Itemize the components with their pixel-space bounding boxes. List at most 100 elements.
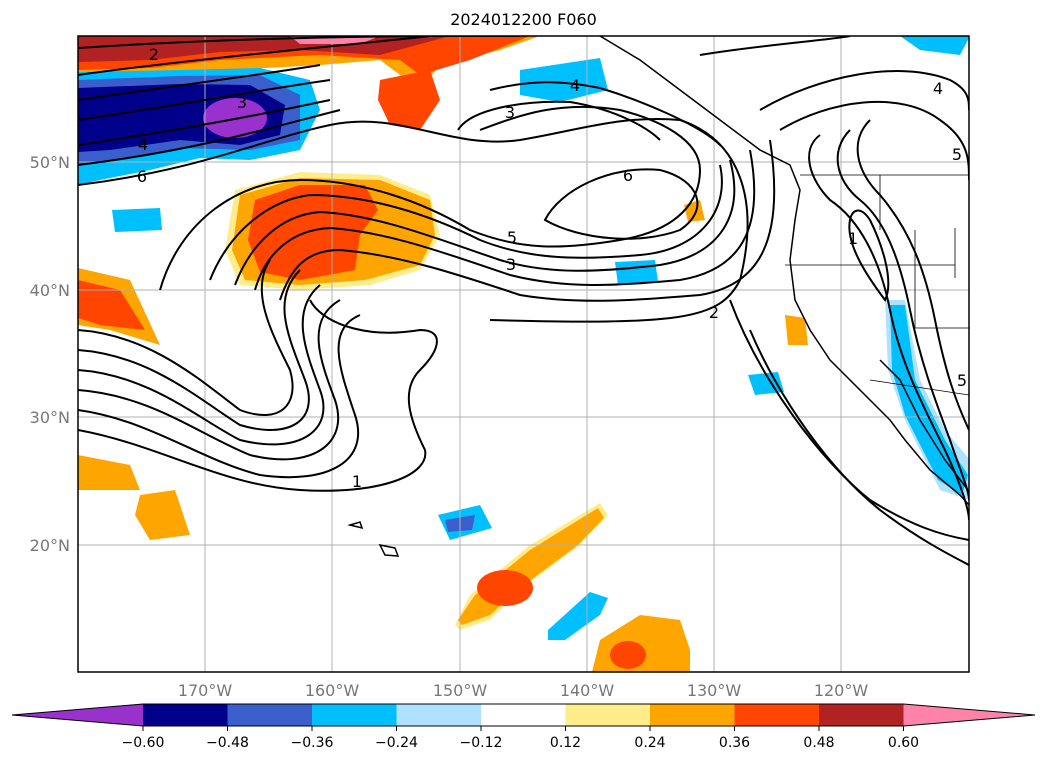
contour-line <box>78 299 341 461</box>
colorbar-segment <box>312 704 397 726</box>
colorbar-segment <box>734 704 820 726</box>
colorbar: −0.60 −0.48 −0.36 −0.24 −0.12 0.12 0.24 0.36 0.4… <box>11 703 1036 751</box>
colorbar-tick-label: 0.36 <box>719 735 750 751</box>
shaded-field <box>78 36 969 672</box>
colorbar-segment <box>227 704 313 726</box>
longitude-labels: 170°W 160°W 150°W 140°W 130°W 120°W <box>178 681 869 700</box>
contour-line <box>78 118 749 323</box>
lat-label: 20°N <box>30 536 70 555</box>
contour-line <box>234 159 736 286</box>
contour-label: 5 <box>952 145 962 164</box>
lon-label: 120°W <box>814 681 869 700</box>
contour-line <box>78 36 431 76</box>
contour-line <box>78 79 331 121</box>
lon-label: 130°W <box>687 681 742 700</box>
colorbar-tick-label: 0.12 <box>550 735 581 751</box>
contour-label: 3 <box>237 93 247 112</box>
map-title: 2024012200 F060 <box>450 10 597 29</box>
positive-anomaly-region <box>78 455 140 490</box>
latitude-labels: 50°N 40°N 30°N 20°N <box>30 153 70 555</box>
contour-line <box>78 36 520 49</box>
contour-label: 2 <box>709 303 719 322</box>
colorbar-segment <box>143 704 228 726</box>
contour-line <box>699 36 851 56</box>
contour-line <box>78 299 438 492</box>
lon-label: 140°W <box>560 681 615 700</box>
map-frame <box>77 35 970 673</box>
contour-line <box>78 269 310 431</box>
positive-anomaly-region <box>135 490 190 540</box>
negative-anomaly-region <box>112 208 162 232</box>
contour-label: 3 <box>505 103 515 122</box>
lon-label: 170°W <box>178 681 233 700</box>
contour-line <box>543 168 699 240</box>
colorbar-segment <box>819 704 904 726</box>
contours <box>78 36 969 566</box>
contour-label: 4 <box>570 76 580 95</box>
positive-anomaly-region <box>610 641 646 669</box>
contour-labels: 2 3 4 4 6 3 6 5 3 2 1 1 4 5 5 <box>137 45 967 491</box>
map-plot-area <box>78 36 969 672</box>
contour-line <box>808 134 969 521</box>
contour-line <box>78 99 331 146</box>
contour-line <box>856 119 969 431</box>
lat-label: 30°N <box>30 408 70 427</box>
negative-anomaly-region <box>890 305 968 495</box>
contour-line <box>279 139 776 302</box>
colorbar-tick-label: 0.48 <box>803 735 834 751</box>
contour-label: 4 <box>933 79 943 98</box>
borders <box>785 174 969 396</box>
contour-label: 3 <box>506 255 516 274</box>
positive-anomaly-region <box>785 315 808 345</box>
contour-label: 1 <box>848 229 858 248</box>
contour-label: 6 <box>623 166 633 185</box>
negative-anomaly-region <box>548 592 608 640</box>
colorbar-segment <box>565 704 651 726</box>
colorbar-segment <box>650 704 735 726</box>
positive-anomaly-region <box>378 70 440 130</box>
coastline <box>879 359 969 491</box>
colorbar-tick-label: 0.60 <box>888 735 919 751</box>
lon-label: 150°W <box>433 681 488 700</box>
lat-label: 40°N <box>30 281 70 300</box>
colorbar-tick-label: 0.24 <box>634 735 665 751</box>
colorbar-tick-label: −0.48 <box>206 735 249 751</box>
contour-label: 5 <box>957 371 967 390</box>
contour-line <box>78 64 321 101</box>
colorbar-segment <box>481 704 566 726</box>
contour-line <box>457 100 661 141</box>
colorbar-segment <box>396 704 482 726</box>
positive-anomaly-region <box>78 280 145 330</box>
contour-line <box>159 105 702 291</box>
contour-line <box>729 299 969 541</box>
colorbar-tick-label: −0.60 <box>122 735 165 751</box>
lon-label: 160°W <box>305 681 360 700</box>
contour-line <box>78 109 341 166</box>
contour-line <box>78 284 325 446</box>
positive-anomaly-region <box>248 185 378 280</box>
contour-label: 2 <box>149 45 159 64</box>
island <box>347 521 364 530</box>
positive-anomaly-region <box>477 570 533 606</box>
contour-label: 1 <box>352 472 362 491</box>
contour-line <box>489 81 721 146</box>
contour-line <box>836 129 969 501</box>
gridlines <box>78 36 969 672</box>
contour-label: 5 <box>507 228 517 247</box>
border <box>869 379 969 396</box>
contour-line <box>78 314 361 479</box>
contour-line <box>848 209 890 302</box>
negative-anomaly-region <box>900 36 969 55</box>
contour-line <box>209 164 723 281</box>
lat-label: 50°N <box>30 153 70 172</box>
contour-label: 4 <box>138 135 148 154</box>
colorbar-extend-left <box>12 704 143 726</box>
contour-line <box>78 259 294 416</box>
negative-anomaly-region <box>520 58 608 102</box>
contour-line <box>759 70 969 111</box>
contour-line <box>779 100 969 181</box>
coastline <box>599 36 969 506</box>
colorbar-extend-right <box>903 704 1035 726</box>
contour-label: 6 <box>137 167 147 186</box>
contour-line <box>254 149 756 291</box>
